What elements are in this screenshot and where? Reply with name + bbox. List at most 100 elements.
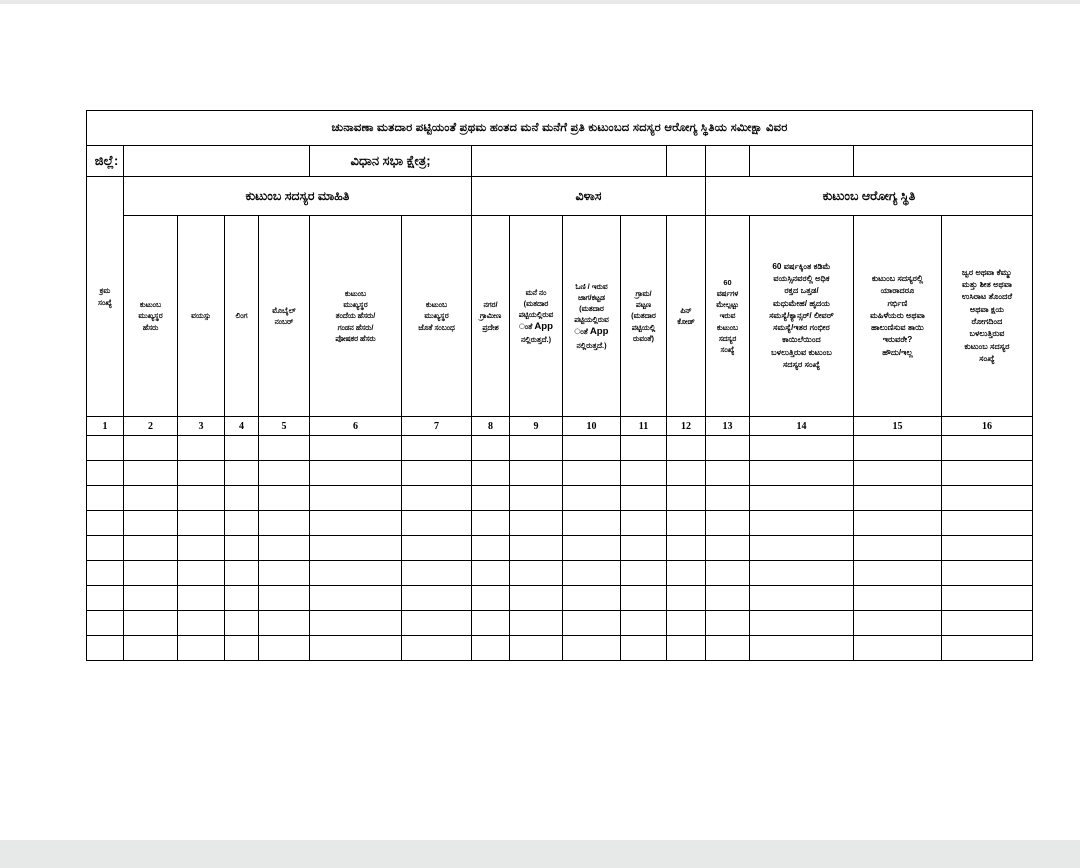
table-cell[interactable]: [562, 610, 621, 636]
table-cell[interactable]: [749, 460, 854, 486]
table-cell[interactable]: [705, 435, 750, 461]
table-cell[interactable]: [941, 560, 1033, 586]
table-cell[interactable]: [620, 510, 667, 536]
table-cell[interactable]: [562, 635, 621, 661]
table-cell[interactable]: [705, 535, 750, 561]
table-cell[interactable]: [86, 460, 124, 486]
table-cell[interactable]: [177, 535, 225, 561]
table-cell[interactable]: [666, 585, 706, 611]
table-cell[interactable]: [224, 435, 259, 461]
district-value-field[interactable]: [123, 145, 310, 177]
table-cell[interactable]: [177, 635, 225, 661]
table-cell[interactable]: [562, 535, 621, 561]
table-cell[interactable]: [705, 510, 750, 536]
table-cell[interactable]: [123, 635, 178, 661]
ident-extra-field-1[interactable]: [666, 145, 706, 177]
table-cell[interactable]: [224, 560, 259, 586]
table-cell[interactable]: [309, 435, 402, 461]
table-cell[interactable]: [177, 435, 225, 461]
table-cell[interactable]: [471, 485, 510, 511]
table-cell[interactable]: [941, 460, 1033, 486]
table-cell[interactable]: [471, 585, 510, 611]
table-cell[interactable]: [309, 560, 402, 586]
table-cell[interactable]: [666, 435, 706, 461]
table-cell[interactable]: [705, 460, 750, 486]
table-cell[interactable]: [86, 585, 124, 611]
table-cell[interactable]: [224, 510, 259, 536]
table-cell[interactable]: [258, 585, 310, 611]
table-cell[interactable]: [258, 510, 310, 536]
table-cell[interactable]: [471, 460, 510, 486]
table-cell[interactable]: [705, 585, 750, 611]
table-cell[interactable]: [620, 460, 667, 486]
table-cell[interactable]: [123, 485, 178, 511]
table-cell[interactable]: [853, 435, 942, 461]
table-cell[interactable]: [123, 560, 178, 586]
table-cell[interactable]: [177, 610, 225, 636]
table-cell[interactable]: [258, 635, 310, 661]
table-cell[interactable]: [123, 610, 178, 636]
table-cell[interactable]: [177, 510, 225, 536]
table-cell[interactable]: [749, 610, 854, 636]
table-cell[interactable]: [86, 635, 124, 661]
table-cell[interactable]: [401, 610, 472, 636]
table-cell[interactable]: [509, 460, 563, 486]
table-cell[interactable]: [309, 610, 402, 636]
table-cell[interactable]: [562, 485, 621, 511]
table-cell[interactable]: [258, 435, 310, 461]
table-cell[interactable]: [401, 585, 472, 611]
table-cell[interactable]: [258, 460, 310, 486]
table-cell[interactable]: [509, 435, 563, 461]
table-cell[interactable]: [471, 535, 510, 561]
table-cell[interactable]: [309, 460, 402, 486]
table-cell[interactable]: [401, 460, 472, 486]
table-cell[interactable]: [620, 585, 667, 611]
table-cell[interactable]: [562, 585, 621, 611]
table-cell[interactable]: [705, 635, 750, 661]
table-cell[interactable]: [941, 485, 1033, 511]
table-cell[interactable]: [509, 485, 563, 511]
table-cell[interactable]: [620, 535, 667, 561]
table-cell[interactable]: [471, 560, 510, 586]
ident-extra-field-3[interactable]: [749, 145, 854, 177]
table-cell[interactable]: [705, 485, 750, 511]
table-cell[interactable]: [309, 510, 402, 536]
table-cell[interactable]: [666, 510, 706, 536]
table-cell[interactable]: [123, 510, 178, 536]
table-cell[interactable]: [666, 610, 706, 636]
table-cell[interactable]: [224, 485, 259, 511]
table-cell[interactable]: [853, 485, 942, 511]
table-cell[interactable]: [86, 610, 124, 636]
table-cell[interactable]: [562, 560, 621, 586]
table-cell[interactable]: [401, 435, 472, 461]
table-cell[interactable]: [224, 610, 259, 636]
table-cell[interactable]: [309, 635, 402, 661]
table-cell[interactable]: [509, 610, 563, 636]
table-cell[interactable]: [86, 510, 124, 536]
table-cell[interactable]: [224, 535, 259, 561]
table-cell[interactable]: [258, 535, 310, 561]
table-cell[interactable]: [224, 635, 259, 661]
table-cell[interactable]: [258, 610, 310, 636]
table-cell[interactable]: [177, 460, 225, 486]
constituency-value-field[interactable]: [471, 145, 667, 177]
table-cell[interactable]: [177, 485, 225, 511]
table-cell[interactable]: [853, 460, 942, 486]
table-cell[interactable]: [509, 635, 563, 661]
table-cell[interactable]: [258, 560, 310, 586]
table-cell[interactable]: [853, 510, 942, 536]
table-cell[interactable]: [941, 435, 1033, 461]
table-cell[interactable]: [941, 510, 1033, 536]
table-cell[interactable]: [749, 635, 854, 661]
table-cell[interactable]: [666, 460, 706, 486]
table-cell[interactable]: [749, 585, 854, 611]
table-cell[interactable]: [86, 485, 124, 511]
table-cell[interactable]: [224, 460, 259, 486]
table-cell[interactable]: [620, 635, 667, 661]
table-cell[interactable]: [666, 485, 706, 511]
table-cell[interactable]: [853, 635, 942, 661]
table-cell[interactable]: [123, 435, 178, 461]
table-cell[interactable]: [620, 560, 667, 586]
table-cell[interactable]: [705, 560, 750, 586]
table-cell[interactable]: [666, 535, 706, 561]
